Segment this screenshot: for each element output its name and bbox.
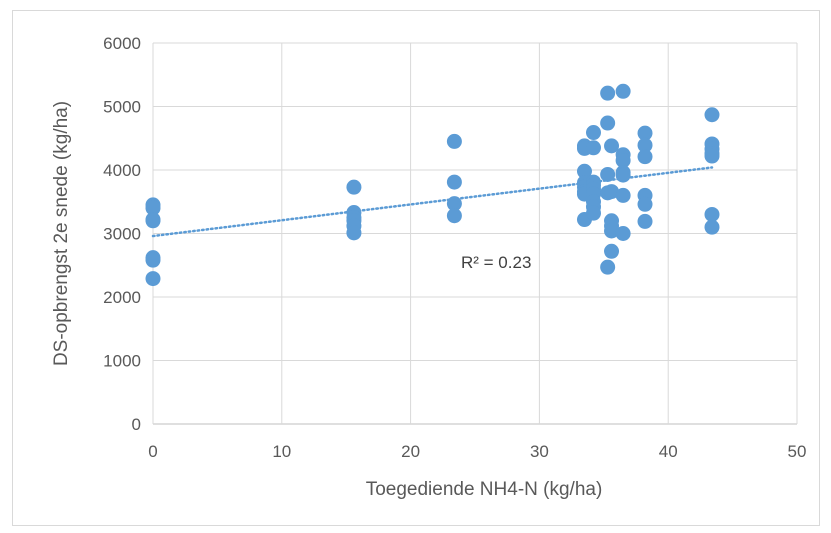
data-point — [346, 179, 362, 195]
data-point — [585, 205, 601, 221]
r-squared-label: R² = 0.23 — [461, 253, 531, 272]
x-axis-title: Toegediende NH4-N (kg/ha) — [366, 479, 603, 500]
y-tick-label: 3000 — [103, 225, 141, 244]
data-point — [600, 85, 616, 101]
data-point — [604, 243, 620, 259]
data-point — [585, 140, 601, 156]
x-tick-label: 10 — [272, 442, 291, 461]
data-point — [585, 125, 601, 141]
y-tick-label: 4000 — [103, 161, 141, 180]
data-point — [600, 166, 616, 182]
data-point — [637, 137, 653, 153]
data-point — [446, 196, 462, 212]
data-point — [145, 200, 161, 216]
x-tick-label: 0 — [148, 442, 157, 461]
data-point — [615, 152, 631, 168]
data-point — [446, 133, 462, 149]
data-point — [615, 83, 631, 99]
data-point — [600, 259, 616, 275]
y-tick-label: 2000 — [103, 288, 141, 307]
data-point — [604, 184, 620, 200]
x-tick-labels: 0 10 20 30 40 50 — [148, 442, 806, 461]
data-point — [704, 219, 720, 235]
y-tick-labels: 0 1000 2000 3000 4000 5000 6000 — [103, 34, 141, 434]
x-tick-label: 20 — [401, 442, 420, 461]
gridlines — [152, 42, 798, 425]
data-point — [145, 271, 161, 287]
data-point — [615, 226, 631, 241]
y-tick-label: 5000 — [103, 98, 141, 117]
data-point — [446, 174, 462, 190]
data-point — [637, 196, 653, 212]
data-point — [604, 223, 620, 239]
data-point — [637, 125, 653, 141]
x-tick-label: 30 — [530, 442, 549, 461]
data-point — [346, 225, 362, 241]
y-tick-label: 0 — [132, 415, 141, 434]
data-point — [637, 149, 653, 165]
data-point — [604, 138, 620, 154]
chart-area — [12, 10, 820, 526]
data-point — [600, 115, 616, 131]
y-tick-label: 1000 — [103, 352, 141, 371]
data-point — [704, 107, 720, 123]
data-point — [145, 213, 161, 229]
y-tick-label: 6000 — [103, 34, 141, 53]
data-point — [704, 148, 720, 164]
data-points — [145, 83, 720, 287]
data-point — [704, 206, 720, 222]
x-tick-label: 40 — [659, 442, 678, 461]
data-point — [615, 187, 631, 203]
y-axis-title: DS-opbrengst 2e snede (kg/ha) — [51, 101, 72, 366]
data-point — [145, 252, 161, 268]
x-tick-label: 50 — [788, 442, 807, 461]
data-point — [637, 213, 653, 229]
data-point — [615, 167, 631, 183]
data-point — [576, 163, 592, 179]
data-point — [446, 208, 462, 224]
